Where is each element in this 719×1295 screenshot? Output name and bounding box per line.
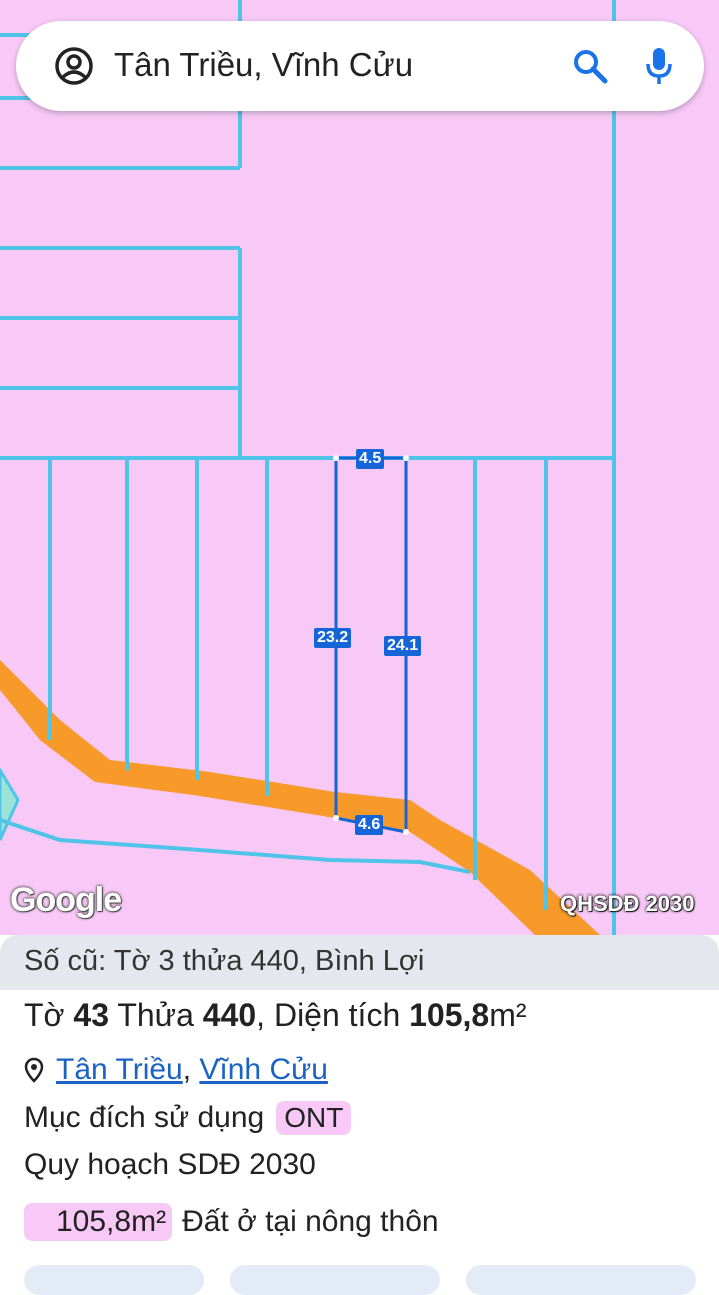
- old-parcel-text: Số cũ: Tờ 3 thửa 440, Bình Lợi: [24, 945, 425, 977]
- dimension-label-right: 24.1: [384, 636, 422, 656]
- sheet-label: Tờ: [24, 997, 65, 1033]
- search-icon[interactable]: [572, 48, 608, 84]
- plan-area-line: 105,8m² Đất ở tại nông thôn: [24, 1203, 439, 1241]
- layer-badge: QHSDĐ 2030: [560, 891, 695, 916]
- location-line: Tân Triều, Vĩnh Cửu: [24, 1053, 328, 1087]
- location-pin-icon: [24, 1057, 44, 1083]
- dimension-label-top: 4.5: [356, 449, 385, 469]
- area-value: 105,8: [409, 997, 490, 1033]
- parcel-vertices: [333, 455, 409, 835]
- google-logo: Google: [10, 881, 122, 919]
- parcel-summary: Tờ 43 Thửa 440, Diện tích 105,8m²: [24, 997, 527, 1033]
- action-chip[interactable]: [24, 1265, 204, 1295]
- search-query[interactable]: Tân Triều, Vĩnh Cửu: [114, 46, 414, 83]
- water-patch: [0, 767, 20, 841]
- parcel-number: 440: [202, 997, 257, 1033]
- plan-area-chip: 105,8m²: [24, 1203, 173, 1241]
- dimension-label-bottom: 4.6: [355, 815, 384, 835]
- purpose-label: Mục đích sử dụng: [24, 1101, 265, 1134]
- dimension-label-left: 23.2: [314, 628, 352, 648]
- parcel-info-panel: Số cũ: Tờ 3 thửa 440, Bình Lợi Tờ 43 Thử…: [0, 935, 719, 1295]
- action-chip[interactable]: [230, 1265, 440, 1295]
- search-bar[interactable]: Tân Triều, Vĩnh Cửu: [16, 21, 704, 111]
- action-chips-row: [0, 1265, 719, 1295]
- account-icon[interactable]: [54, 46, 94, 86]
- ward-link[interactable]: Tân Triều: [56, 1053, 183, 1086]
- old-parcel-banner: Số cũ: Tờ 3 thửa 440, Bình Lợi: [0, 935, 719, 990]
- road: [0, 660, 600, 935]
- purpose-code-chip: ONT: [276, 1101, 352, 1135]
- district-link[interactable]: Vĩnh Cửu: [199, 1053, 328, 1086]
- parcel-label: Thửa: [117, 997, 194, 1033]
- microphone-icon[interactable]: [644, 46, 674, 86]
- area-unit: m²: [489, 997, 527, 1033]
- land-use-purpose: Mục đích sử dụng ONT: [24, 1101, 352, 1135]
- plan-label: Quy hoạch SDĐ 2030: [24, 1148, 316, 1181]
- sheet-number: 43: [73, 997, 110, 1033]
- action-chip[interactable]: [466, 1265, 696, 1295]
- map-view[interactable]: 4.5 23.2 24.1 4.6 Google QHSDĐ 2030: [0, 0, 719, 935]
- area-label: Diện tích: [273, 997, 401, 1033]
- plan-description: Đất ở tại nông thôn: [182, 1205, 439, 1238]
